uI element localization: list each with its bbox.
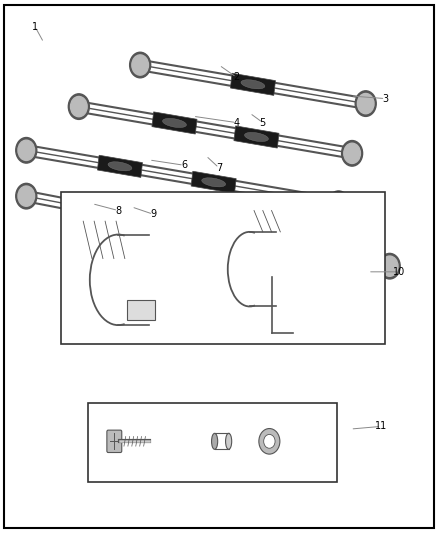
Ellipse shape [287,244,311,253]
Circle shape [264,434,275,448]
Ellipse shape [202,178,226,187]
Circle shape [344,143,360,164]
Circle shape [18,140,35,160]
Ellipse shape [212,433,218,449]
Polygon shape [152,112,197,134]
Text: 5: 5 [260,118,266,127]
Text: 1: 1 [32,22,38,31]
Circle shape [330,193,347,214]
Circle shape [130,52,151,78]
Bar [127,300,155,320]
Text: 6: 6 [181,160,187,170]
Text: 7: 7 [216,163,222,173]
Ellipse shape [241,80,265,89]
Polygon shape [230,73,276,95]
Text: 4: 4 [233,118,240,127]
Text: 9: 9 [150,209,156,219]
Circle shape [16,138,37,163]
Ellipse shape [162,118,187,127]
Bar [61,192,385,344]
Circle shape [328,191,349,216]
Polygon shape [97,155,142,177]
Ellipse shape [226,433,232,449]
Text: 2: 2 [233,72,240,82]
Circle shape [381,256,398,276]
Circle shape [259,429,280,454]
Bar [88,403,337,482]
Circle shape [379,253,400,279]
Circle shape [355,91,376,116]
Polygon shape [185,220,230,243]
Circle shape [16,183,37,209]
Ellipse shape [196,227,220,236]
Ellipse shape [108,162,132,171]
Polygon shape [95,202,140,225]
Text: 10: 10 [392,267,405,277]
Ellipse shape [244,132,268,142]
Polygon shape [276,237,321,260]
Text: 3: 3 [382,94,389,103]
Text: 8: 8 [115,206,121,215]
Polygon shape [191,171,236,193]
Circle shape [68,94,89,119]
Ellipse shape [105,209,129,219]
Text: 11: 11 [375,422,387,431]
Circle shape [18,186,35,206]
FancyBboxPatch shape [107,430,122,453]
Circle shape [71,96,87,117]
Circle shape [342,141,363,166]
Polygon shape [234,126,279,148]
Circle shape [132,55,148,75]
Circle shape [357,93,374,114]
